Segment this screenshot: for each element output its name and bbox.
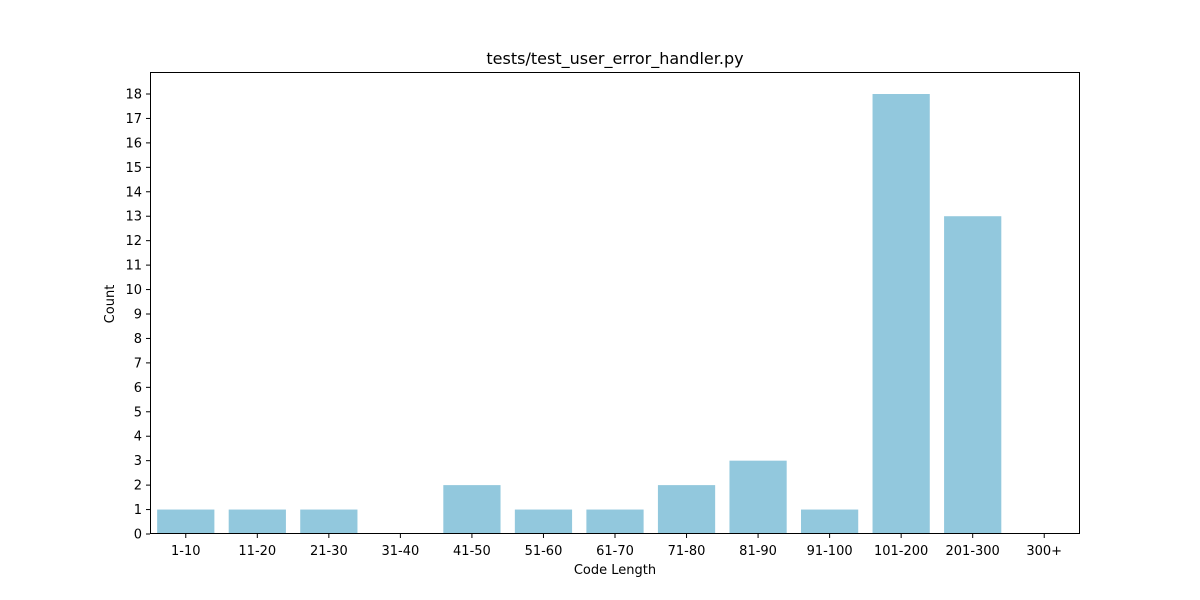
x-tick-label: 21-30 xyxy=(310,544,348,559)
y-tick-label: 18 xyxy=(125,88,142,103)
bar-81-90 xyxy=(729,460,787,534)
x-axis: 1-10 11-20 21-30 31-40 41-50 51-60 61-70 71-80 8… xyxy=(171,534,1062,559)
y-tick-label: 10 xyxy=(125,283,142,298)
x-tick-label: 11-20 xyxy=(238,544,276,559)
bar-11-20 xyxy=(228,509,286,534)
bar-51-60 xyxy=(514,509,573,534)
x-axis-label: Code Length xyxy=(574,563,656,578)
x-tick-label: 81-90 xyxy=(739,544,777,559)
plot-frame xyxy=(150,72,1080,534)
y-tick-label: 1 xyxy=(134,503,142,518)
bar-91-100 xyxy=(801,509,859,534)
x-tick-label: 71-80 xyxy=(668,544,706,559)
y-tick-label: 14 xyxy=(125,185,142,200)
y-tick-label: 15 xyxy=(125,161,142,176)
y-tick-label: 16 xyxy=(125,136,142,151)
bar-101-200 xyxy=(872,94,930,534)
bar-21-30 xyxy=(300,509,358,534)
x-tick-label: 201-300 xyxy=(946,544,1000,559)
x-tick-label: 101-200 xyxy=(874,544,928,559)
y-tick-label: 13 xyxy=(125,210,142,225)
y-axis-label: Count xyxy=(103,285,118,324)
y-tick-label: 5 xyxy=(134,405,142,420)
x-tick-label: 300+ xyxy=(1026,544,1062,559)
x-tick-label: 1-10 xyxy=(171,544,201,559)
y-tick-label: 2 xyxy=(134,479,142,494)
bar-61-70 xyxy=(586,509,644,534)
x-tick-label: 91-100 xyxy=(807,544,853,559)
x-tick-label: 41-50 xyxy=(453,544,491,559)
x-tick-label: 31-40 xyxy=(381,544,419,559)
y-tick-label: 0 xyxy=(134,528,142,543)
chart-title: tests/test_user_error_handler.py xyxy=(486,49,743,69)
y-tick-label: 17 xyxy=(125,112,142,127)
y-tick-label: 3 xyxy=(134,454,142,469)
y-tick-label: 11 xyxy=(125,259,142,274)
y-tick-label: 9 xyxy=(134,308,142,323)
y-tick-label: 8 xyxy=(134,332,142,347)
y-tick-label: 6 xyxy=(134,381,142,396)
y-tick-label: 7 xyxy=(134,356,142,371)
bars-group xyxy=(157,94,1002,534)
y-tick-label: 4 xyxy=(134,430,142,445)
bar-201-300 xyxy=(944,216,1002,534)
x-tick-label: 61-70 xyxy=(596,544,634,559)
y-tick-label: 12 xyxy=(125,234,142,249)
x-tick-label: 51-60 xyxy=(525,544,563,559)
bar-1-10 xyxy=(157,509,215,534)
bar-41-50 xyxy=(443,485,501,534)
bar-71-80 xyxy=(657,485,716,534)
